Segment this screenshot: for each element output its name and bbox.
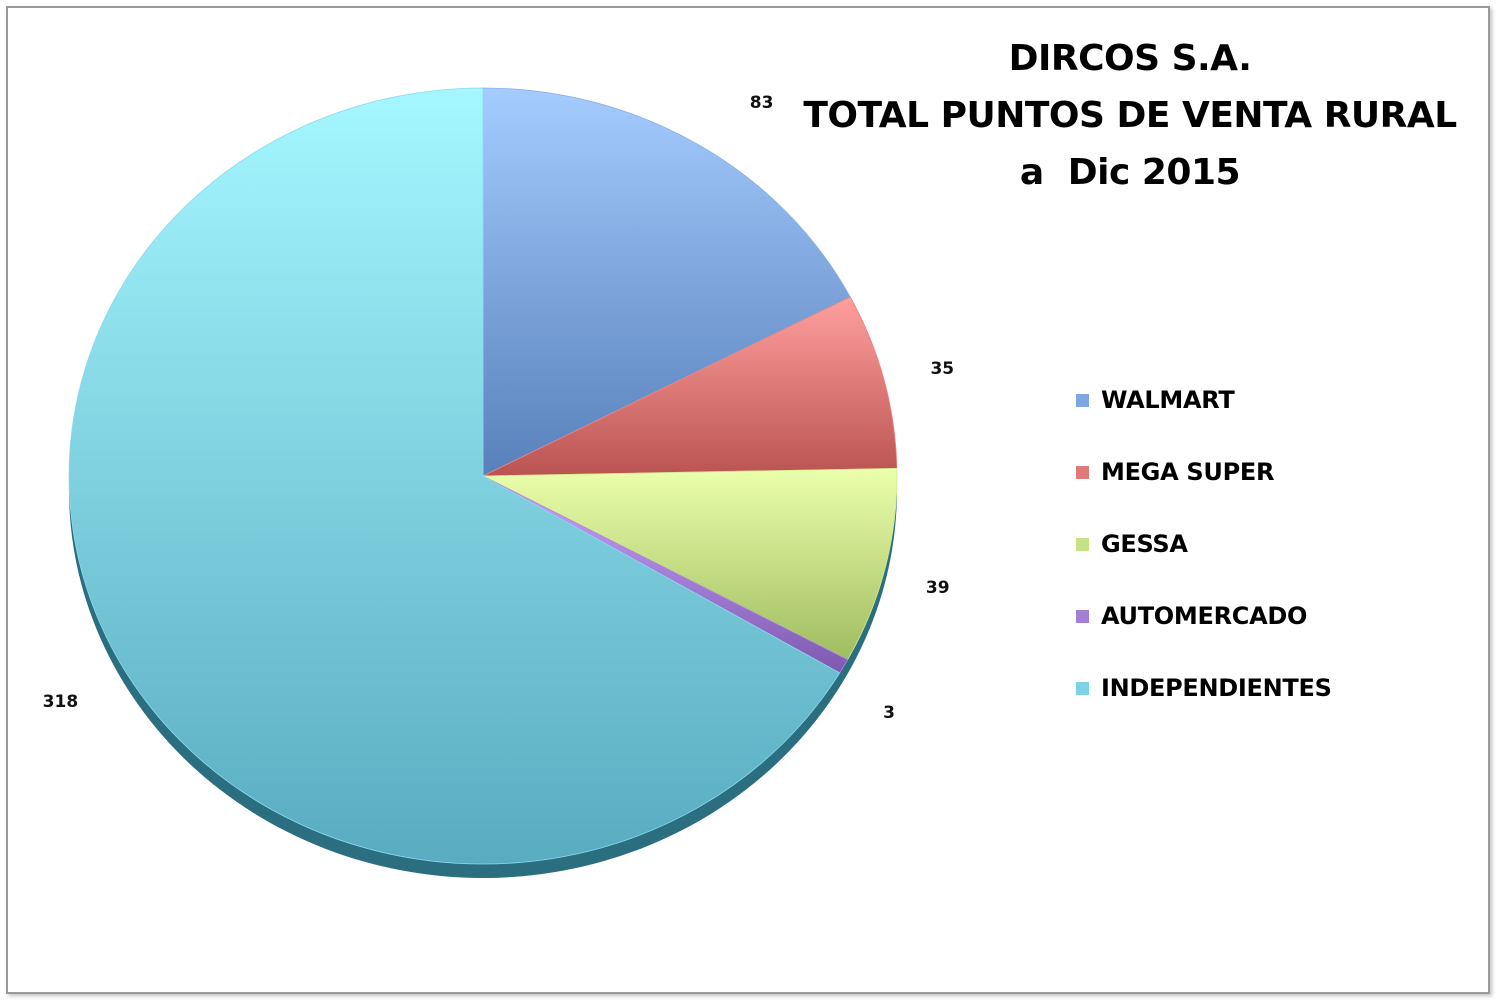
data-label-mega-super: 35 bbox=[930, 358, 955, 379]
pie-slice-independientes bbox=[68, 87, 841, 865]
pie-slice-walmart bbox=[482, 87, 851, 477]
chart-subtitle-line-1: TOTAL PUNTOS DE VENTA RURAL bbox=[803, 95, 1457, 136]
legend-item-independientes: INDEPENDIENTES bbox=[1076, 668, 1332, 708]
chart-title: DIRCOS S.A. bbox=[1008, 38, 1252, 79]
data-label-gessa: 39 bbox=[925, 577, 950, 598]
legend-label: WALMART bbox=[1101, 386, 1235, 414]
legend-swatch bbox=[1076, 465, 1089, 479]
legend-label: AUTOMERCADO bbox=[1101, 602, 1308, 630]
legend-label: MEGA SUPER bbox=[1101, 458, 1275, 486]
legend-swatch bbox=[1076, 609, 1089, 623]
legend-item-gessa: GESSA bbox=[1076, 524, 1188, 564]
pie-slice-gessa bbox=[482, 467, 898, 661]
legend-item-mega-super: MEGA SUPER bbox=[1076, 452, 1274, 492]
pie-slice-mega-super bbox=[482, 296, 898, 477]
legend-swatch bbox=[1076, 537, 1089, 551]
legend-label: GESSA bbox=[1101, 530, 1188, 558]
chart-subtitle-line-2: a Dic 2015 bbox=[1019, 152, 1241, 193]
legend-swatch bbox=[1076, 393, 1089, 407]
data-label-walmart: 83 bbox=[749, 92, 774, 113]
data-label-independientes: 318 bbox=[42, 691, 79, 712]
legend-item-walmart: WALMART bbox=[1076, 380, 1235, 420]
legend-swatch bbox=[1076, 681, 1089, 695]
legend-label: INDEPENDIENTES bbox=[1101, 674, 1332, 702]
data-label-automercado: 3 bbox=[883, 703, 895, 724]
legend-item-automercado: AUTOMERCADO bbox=[1076, 596, 1307, 636]
